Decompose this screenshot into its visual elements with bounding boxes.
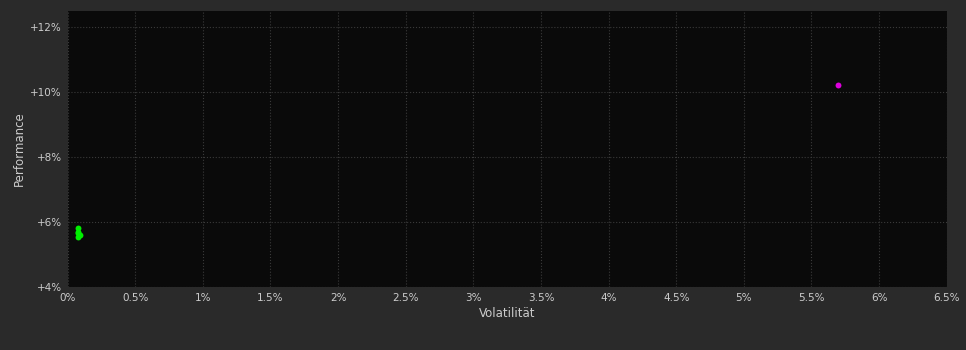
Y-axis label: Performance: Performance — [14, 111, 26, 186]
Point — [71, 231, 86, 236]
Point — [72, 232, 88, 238]
Point — [71, 234, 86, 239]
X-axis label: Volatilität: Volatilität — [479, 307, 535, 320]
Point — [71, 229, 86, 234]
Point — [831, 83, 846, 88]
Point — [71, 226, 86, 231]
